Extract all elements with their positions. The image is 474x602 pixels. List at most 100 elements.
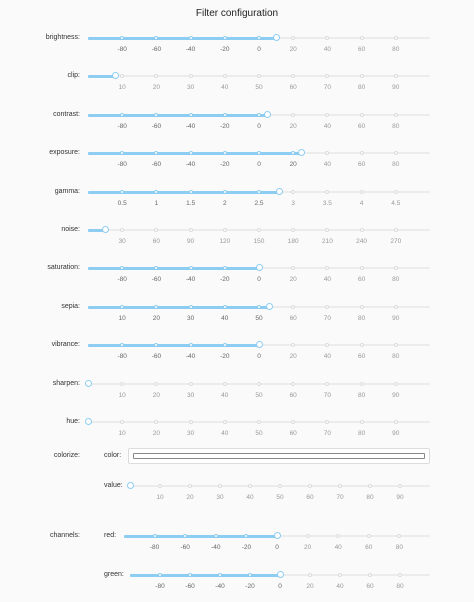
clip-slider[interactable]: 10 20 30 40 50 60 70 80 90 xyxy=(88,72,430,94)
contrast-handle[interactable] xyxy=(264,111,272,118)
noise-track-fill xyxy=(88,229,106,232)
color-swatch[interactable] xyxy=(133,453,425,459)
vibrance-slider[interactable]: -80 -60 -40 -20 0 20 40 60 80 xyxy=(88,341,430,363)
vibrance-mark-dot xyxy=(393,343,398,347)
brightness-label: brightness: xyxy=(45,34,80,41)
noise-mark-label: 30 xyxy=(118,238,126,245)
colorize-value-mark-label: 40 xyxy=(246,494,254,501)
gamma-mark-label: 4.5 xyxy=(391,200,401,207)
hue-mark-dot xyxy=(188,420,193,424)
clip-mark-label: 30 xyxy=(186,84,195,91)
colorize-value-mark-label: 70 xyxy=(336,494,344,501)
exposure-slider[interactable]: -80 -60 -40 -20 0 20 40 60 80 xyxy=(88,149,430,171)
sepia-slider[interactable]: 10 20 30 40 50 60 70 80 90 xyxy=(88,303,430,325)
gamma-mark-dot xyxy=(120,190,125,194)
brightness-handle[interactable] xyxy=(272,34,280,41)
vibrance-handle[interactable] xyxy=(255,341,263,348)
noise-slider[interactable]: 30 60 90 120 150 180 210 240 270 xyxy=(88,226,430,248)
saturation-mark-dot xyxy=(154,266,159,270)
sepia-handle[interactable] xyxy=(265,303,273,310)
clip-mark-label: 60 xyxy=(289,84,297,91)
red-channel-mark-label: 20 xyxy=(303,544,312,551)
noise-mark-dot xyxy=(222,228,227,232)
green-channel-mark-dot xyxy=(248,573,252,577)
vibrance-mark-label: 20 xyxy=(289,353,297,360)
red-channel-mark-label: 60 xyxy=(365,544,373,551)
noise-mark-label: 270 xyxy=(390,238,402,245)
sharpen-slider[interactable]: 10 20 30 40 50 60 70 80 90 xyxy=(84,380,430,402)
noise-mark-dot xyxy=(154,228,159,232)
brightness-mark-label: -40 xyxy=(185,46,196,53)
sepia-label: sepia: xyxy=(61,303,80,310)
saturation-mark-label: -60 xyxy=(151,276,162,283)
sepia-mark-dot xyxy=(325,305,330,309)
noise-handle[interactable] xyxy=(101,226,109,233)
brightness-mark-label: -60 xyxy=(151,46,162,53)
clip-mark-label: 20 xyxy=(152,84,161,91)
hue-handle[interactable] xyxy=(84,418,92,425)
clip-mark-dot xyxy=(120,74,125,78)
brightness-mark-label: -80 xyxy=(117,46,127,53)
noise-mark-label: 120 xyxy=(219,238,231,245)
gamma-mark-dot xyxy=(359,190,364,194)
green-channel-mark-label: -80 xyxy=(155,583,165,590)
saturation-handle[interactable] xyxy=(255,264,263,271)
saturation-slider[interactable]: -80 -60 -40 -20 0 20 40 60 80 xyxy=(88,264,430,286)
clip-handle[interactable] xyxy=(111,72,119,79)
contrast-mark-dot xyxy=(154,113,159,117)
contrast-mark-dot xyxy=(359,113,364,117)
sharpen-handle[interactable] xyxy=(84,380,92,387)
clip-mark-dot xyxy=(188,74,193,78)
color-picker[interactable] xyxy=(128,448,430,464)
hue-mark-dot xyxy=(393,420,398,424)
exposure-mark-label: -40 xyxy=(185,161,196,168)
page-title: Filter configuration xyxy=(195,8,279,19)
vibrance-mark-dot xyxy=(222,343,227,347)
saturation-mark-dot xyxy=(325,266,330,270)
noise-label: noise: xyxy=(61,226,80,233)
noise-mark-label: 210 xyxy=(321,238,333,245)
clip-mark-dot xyxy=(359,74,364,78)
contrast-mark-label: -20 xyxy=(220,123,230,130)
sepia-mark-label: 50 xyxy=(255,315,263,322)
hue-mark-label: 90 xyxy=(392,430,400,437)
hue-mark-label: 60 xyxy=(289,430,297,437)
green-channel-slider[interactable]: -80 -60 -40 -20 0 20 40 60 80 xyxy=(130,571,430,593)
noise-mark-dot xyxy=(120,228,125,232)
red-channel-slider[interactable]: -80 -60 -40 -20 0 20 40 60 80 xyxy=(124,532,430,554)
colorize-value-mark-label: 60 xyxy=(306,494,314,501)
hue-mark-dot xyxy=(359,420,364,424)
brightness-slider[interactable]: -80 -60 -40 -20 0 20 40 60 80 xyxy=(88,34,430,56)
exposure-handle[interactable] xyxy=(298,149,306,156)
brightness-mark-dot xyxy=(257,36,261,40)
clip-mark-dot xyxy=(291,74,296,78)
contrast-slider[interactable]: -80 -60 -40 -20 0 20 40 60 80 xyxy=(88,111,430,133)
sharpen-mark-label: 10 xyxy=(118,392,126,399)
sharpen-mark-dot xyxy=(120,382,125,386)
colorize-value-mark-label: 20 xyxy=(186,494,194,501)
gamma-slider[interactable]: 0.5 1 1.5 2 2.5 3 3.5 4 4.5 xyxy=(88,188,430,210)
brightness-mark-dot xyxy=(154,36,159,40)
sepia-mark-label: 30 xyxy=(186,315,195,322)
brightness-mark-label: 80 xyxy=(392,46,400,53)
gamma-handle[interactable] xyxy=(276,188,284,195)
exposure-mark-label: 80 xyxy=(392,161,400,168)
color-label: color: xyxy=(104,452,122,459)
colorize-value-mark-dot xyxy=(308,484,312,488)
hue-slider[interactable]: 10 20 30 40 50 60 70 80 90 xyxy=(84,418,430,440)
vibrance-mark-label: 0 xyxy=(257,353,261,360)
hue-mark-label: 20 xyxy=(152,430,161,437)
colorize-value-handle[interactable] xyxy=(126,482,134,489)
saturation-track-fill xyxy=(88,267,259,270)
vibrance-track-fill xyxy=(88,344,259,347)
green-channel-handle[interactable] xyxy=(276,571,284,578)
sharpen-mark-label: 70 xyxy=(323,392,332,399)
noise-mark-dot xyxy=(257,228,261,232)
gamma-mark-label: 2.5 xyxy=(254,200,264,207)
colorize-value-slider[interactable]: 10 20 30 40 50 60 70 80 90 xyxy=(126,482,430,504)
sharpen-mark-dot xyxy=(257,382,261,386)
vibrance-mark-label: -20 xyxy=(220,353,230,360)
contrast-mark-dot xyxy=(257,113,261,117)
brightness-mark-dot xyxy=(393,36,398,40)
red-channel-handle[interactable] xyxy=(273,532,281,539)
